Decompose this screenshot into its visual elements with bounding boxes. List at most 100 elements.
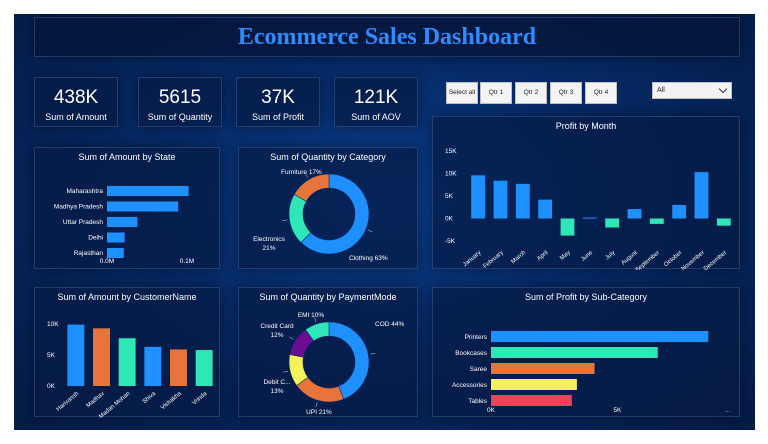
x-tick-label: 0.1M	[180, 258, 194, 265]
donut-slice	[296, 376, 345, 403]
panel-profit-by-month: Profit by Month -5K 0K 5K 10K 15K January Febr…	[432, 116, 740, 270]
y-tick-label: Delhi	[88, 235, 103, 242]
y-tick-label: Rajasthan	[74, 250, 104, 257]
chart-quantity-by-paymentmode: COD 44% UPI 21% Debit C... 13% Credit Card 12…	[260, 312, 404, 416]
y-tick-label: Maharashtra	[67, 188, 104, 195]
bar	[107, 201, 179, 212]
chart-title: Profit by Month	[555, 121, 617, 131]
x-tick-label: November	[681, 250, 706, 270]
chart-profit-by-month: -5K 0K 5K 10K 15K January February March April Ma…	[445, 148, 731, 270]
kpi-card-quantity: 5615 Sum of Quantity	[138, 77, 222, 127]
x-tick-label: Shiva	[142, 391, 158, 406]
dashboard-canvas: Ecommerce Sales Dashboard 438K Sum of Am…	[14, 14, 755, 430]
y-tick-label: Tables	[468, 398, 488, 405]
y-tick-label: 10K	[47, 321, 59, 328]
leader-line	[367, 229, 373, 233]
kpi-value: 121K	[353, 87, 399, 108]
slicer-select-all-button[interactable]: Select all	[446, 82, 478, 104]
bar	[538, 199, 553, 219]
bar	[672, 205, 687, 219]
bar	[694, 172, 709, 219]
slicer-qtr4-button[interactable]: Qtr 4	[585, 82, 617, 104]
x-tick-label: 0.0M	[100, 258, 114, 265]
kpi-value: 5615	[158, 87, 202, 108]
slice-label: 12%	[270, 332, 283, 339]
donut-slice	[288, 193, 312, 243]
bar	[582, 217, 597, 219]
kpi-label: Sum of Quantity	[147, 112, 213, 122]
chart-title: Sum of Amount by CustomerName	[57, 292, 197, 302]
x-tick-label: October	[663, 250, 683, 268]
chart-amount-by-state: Maharashtra Madhya Pradesh Uttar Pradesh De…	[54, 186, 194, 265]
y-tick-label: 15K	[445, 148, 457, 155]
y-tick-label: 5K	[47, 352, 56, 359]
y-tick-label: Uttar Pradesh	[63, 219, 103, 226]
slice-label: UPI 21%	[306, 409, 332, 416]
y-tick-label: Bookcases	[455, 350, 488, 357]
chart-title: Sum of Amount by State	[78, 152, 176, 162]
bar	[195, 350, 213, 386]
panel-amount-by-state: Sum of Amount by State Maharashtra Madhya…	[34, 147, 220, 269]
x-tick-label: April	[536, 250, 549, 262]
more-options-icon[interactable]: …	[724, 407, 731, 414]
title-bar: Ecommerce Sales Dashboard	[34, 17, 740, 57]
slice-label: 13%	[270, 388, 283, 395]
slicer-qtr2-button[interactable]: Qtr 2	[515, 82, 547, 104]
slicer-qtr3-button[interactable]: Qtr 3	[550, 82, 582, 104]
y-tick-label: 0K	[445, 216, 454, 223]
bar	[560, 218, 575, 236]
slicer-qtr1-button[interactable]: Qtr 1	[480, 82, 512, 104]
slice-label: Debit C...	[263, 379, 290, 386]
y-tick-label: -5K	[445, 238, 456, 245]
donut-slice	[300, 173, 370, 255]
slice-label: Furniture 17%	[281, 169, 322, 176]
x-tick-label: Madhav	[86, 391, 106, 409]
donut-slice	[305, 321, 330, 342]
slice-label: Electronics	[253, 236, 286, 243]
kpi-value: 37K	[261, 87, 295, 108]
kpi-label: Sum of Profit	[251, 112, 305, 122]
bar	[107, 248, 124, 258]
x-tick-label: Harivansh	[56, 391, 81, 413]
x-tick-label: August	[621, 250, 639, 267]
bar	[491, 347, 658, 358]
bar	[515, 183, 530, 219]
chart-profit-by-subcategory: Printers Bookcases Saree Accessories Tables 0…	[452, 331, 709, 414]
leader-line	[305, 173, 309, 178]
y-tick-label: Madhya Pradesh	[54, 204, 104, 211]
bar	[471, 175, 486, 219]
x-tick-label: 5K	[613, 407, 622, 414]
bar	[605, 218, 620, 228]
bar	[491, 363, 595, 374]
y-tick-label: Saree	[470, 366, 488, 373]
panel-amount-by-customer: Sum of Amount by CustomerName 0K 5K 10K Har…	[34, 287, 220, 418]
chevron-down-icon	[718, 84, 728, 94]
x-tick-label: June	[580, 250, 594, 263]
kpi-card-aov: 121K Sum of AOV	[334, 77, 418, 127]
leader-line	[282, 219, 288, 221]
y-tick-label: 5K	[445, 193, 454, 200]
slice-label: Credit Card	[260, 323, 294, 330]
x-tick-label: Vishakha	[160, 391, 183, 412]
bar	[67, 324, 85, 386]
panel-quantity-by-category: Sum of Quantity by Category Clothing 63%…	[238, 147, 418, 269]
x-tick-label: 0K	[487, 407, 496, 414]
panel-quantity-by-paymentmode: Sum of Quantity by PaymentMode COD 44% UP…	[238, 287, 418, 417]
leader-line	[370, 352, 376, 355]
bar	[144, 346, 162, 386]
bar	[491, 331, 709, 342]
bar	[170, 349, 187, 386]
chart-title: Sum of Quantity by PaymentMode	[259, 292, 397, 302]
bar	[649, 218, 664, 224]
leader-line	[314, 317, 317, 323]
panel-profit-by-subcategory: Sum of Profit by Sub-Category Printers Bo…	[432, 287, 740, 417]
slice-label: COD 44%	[375, 321, 404, 328]
bar	[493, 180, 508, 219]
leader-line	[289, 336, 294, 340]
y-tick-label: Printers	[465, 334, 488, 341]
filter-dropdown[interactable]: All	[652, 82, 732, 99]
dropdown-value: All	[657, 87, 665, 94]
kpi-value: 438K	[53, 87, 99, 108]
x-tick-label: May	[559, 250, 572, 262]
